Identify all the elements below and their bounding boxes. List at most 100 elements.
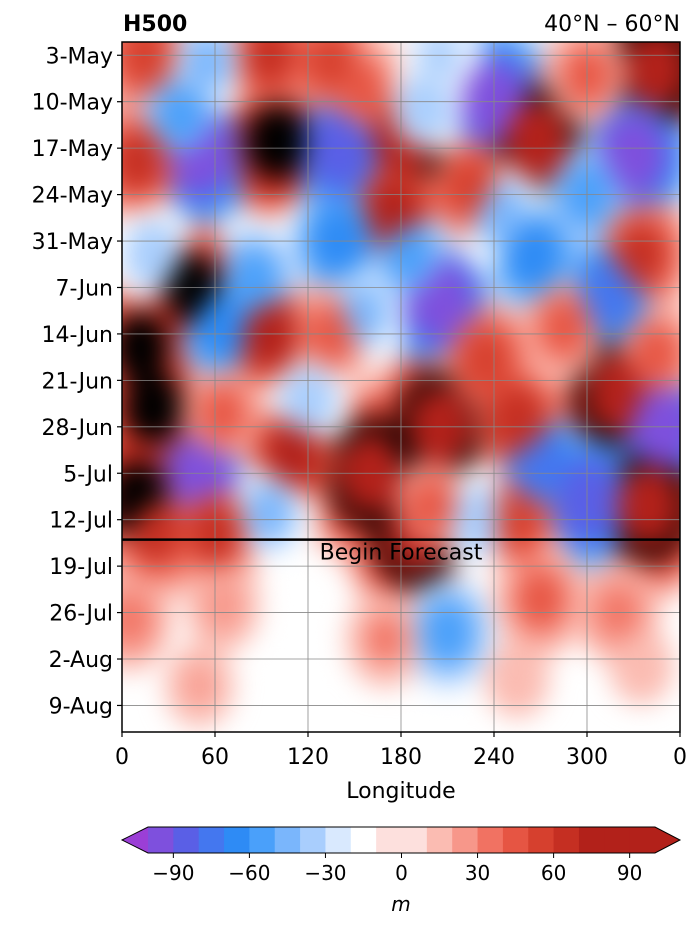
anomaly-blob bbox=[230, 252, 277, 310]
colorbar-tick-label: −60 bbox=[228, 861, 270, 885]
anomaly-blob bbox=[124, 371, 182, 443]
y-tick-label: 12-Jul bbox=[49, 509, 113, 534]
anomaly-blob bbox=[122, 597, 148, 642]
anomaly-blob bbox=[122, 132, 161, 191]
anomaly-blob bbox=[448, 160, 493, 216]
colorbar-segment bbox=[578, 827, 605, 853]
anomaly-blob bbox=[543, 302, 584, 352]
y-tick-label: 2-Aug bbox=[49, 648, 113, 673]
x-tick-label: 300 bbox=[566, 745, 608, 770]
anomaly-blob bbox=[512, 432, 569, 502]
anomaly-blob bbox=[134, 231, 172, 278]
colorbar-segment bbox=[325, 827, 352, 853]
colorbar-segment bbox=[350, 827, 377, 853]
plot-area bbox=[122, 42, 680, 732]
y-tick-label: 5-Jul bbox=[63, 462, 113, 487]
chart-title-right: 40°N – 60°N bbox=[544, 12, 680, 37]
chart-title-left: H500 bbox=[123, 12, 187, 37]
anomaly-blob bbox=[464, 333, 509, 388]
colorbar-label: m bbox=[391, 892, 410, 916]
colorbar-segment bbox=[604, 827, 631, 853]
y-tick-label: 10-May bbox=[32, 91, 113, 116]
anomaly-blob bbox=[368, 618, 403, 660]
anomaly-blob bbox=[627, 649, 655, 682]
anomaly-blob bbox=[132, 504, 180, 562]
colorbar-tick-label: −90 bbox=[152, 861, 194, 885]
y-tick-label: 26-Jul bbox=[49, 602, 113, 627]
y-tick-label: 9-Aug bbox=[49, 694, 113, 719]
anomaly-blob bbox=[422, 42, 458, 78]
anomaly-blob bbox=[267, 421, 318, 485]
anomaly-blob bbox=[507, 222, 559, 286]
x-tick-label: 0 bbox=[673, 745, 687, 770]
colorbar-segment bbox=[426, 827, 453, 853]
anomaly-blob bbox=[185, 667, 214, 704]
x-tick-label: 180 bbox=[380, 745, 422, 770]
colorbar-extend-low bbox=[122, 827, 149, 853]
colorbar-segment bbox=[502, 827, 529, 853]
y-tick-label: 31-May bbox=[32, 230, 113, 255]
anomaly-blob bbox=[187, 42, 228, 87]
colorbar-segment bbox=[452, 827, 479, 853]
colorbar-frame bbox=[120, 826, 682, 854]
colorbar-segment bbox=[274, 827, 301, 853]
anomaly-blob bbox=[197, 295, 249, 359]
y-axis: 3-May 10-May 17-May 24-May 31-May 7-Jun 14-Jun… bbox=[32, 44, 122, 719]
anomaly-blob bbox=[342, 289, 383, 339]
y-tick-label: 17-May bbox=[32, 137, 113, 162]
anomaly-blob bbox=[310, 42, 353, 88]
anomaly-blob bbox=[624, 42, 680, 109]
anomaly-blob bbox=[586, 353, 650, 434]
anomaly-blob bbox=[618, 225, 665, 284]
colorbar-segment bbox=[300, 827, 327, 853]
colorbar-segments bbox=[122, 827, 680, 853]
colorbar-segment bbox=[376, 827, 428, 853]
anomaly-blob bbox=[405, 85, 444, 132]
colorbar-tick-label: 30 bbox=[465, 861, 490, 885]
y-tick-label: 21-Jun bbox=[41, 369, 113, 394]
colorbar-segment bbox=[148, 827, 174, 853]
anomaly-blob bbox=[505, 101, 570, 182]
anomaly-blob bbox=[617, 466, 680, 547]
anomaly-blob bbox=[636, 329, 677, 379]
anomaly-blob bbox=[413, 483, 451, 530]
anomaly-blob bbox=[122, 312, 169, 382]
x-tick-label: 60 bbox=[201, 745, 229, 770]
y-tick-label: 7-Jun bbox=[55, 276, 113, 301]
colorbar-segment bbox=[249, 827, 276, 853]
gridlines bbox=[122, 42, 680, 732]
anomaly-blob bbox=[123, 42, 168, 83]
colorbar-segment bbox=[477, 827, 504, 853]
colorbar-segment bbox=[528, 827, 555, 853]
x-axis-label: Longitude bbox=[346, 779, 455, 804]
colorbar-tick-label: 60 bbox=[541, 861, 566, 885]
anomaly-blob bbox=[480, 188, 523, 241]
anomaly-blob bbox=[520, 574, 561, 624]
colorbar-segment bbox=[553, 827, 580, 853]
colorbar-segment bbox=[629, 827, 656, 853]
forecast-annotation: Begin Forecast bbox=[320, 541, 483, 566]
colorbar-segment bbox=[198, 827, 225, 853]
anomaly-blob bbox=[386, 226, 431, 282]
colorbar: −90 −60 −30 0 30 60 90 m bbox=[120, 826, 682, 916]
anomaly-blob bbox=[582, 259, 638, 329]
colorbar-segment bbox=[224, 827, 250, 853]
y-tick-label: 19-Jul bbox=[49, 555, 113, 580]
anomaly-blob bbox=[286, 609, 314, 643]
anomaly-blob bbox=[424, 603, 471, 662]
anomaly-blob bbox=[158, 87, 203, 143]
anomaly-blob bbox=[247, 104, 307, 179]
y-tick-label: 24-May bbox=[32, 184, 113, 209]
x-tick-label: 0 bbox=[115, 745, 129, 770]
x-tick-label: 240 bbox=[473, 745, 515, 770]
anomaly-blob bbox=[203, 390, 242, 437]
anomaly-field bbox=[122, 42, 680, 728]
colorbar-segment bbox=[173, 827, 200, 853]
x-axis: 0 60 120 180 240 300 0 bbox=[115, 732, 687, 770]
anomaly-blob bbox=[342, 63, 383, 114]
anomaly-blob bbox=[246, 42, 293, 85]
anomaly-blob bbox=[601, 114, 666, 195]
anomaly-blob bbox=[249, 488, 290, 538]
anomaly-blob bbox=[503, 662, 531, 696]
